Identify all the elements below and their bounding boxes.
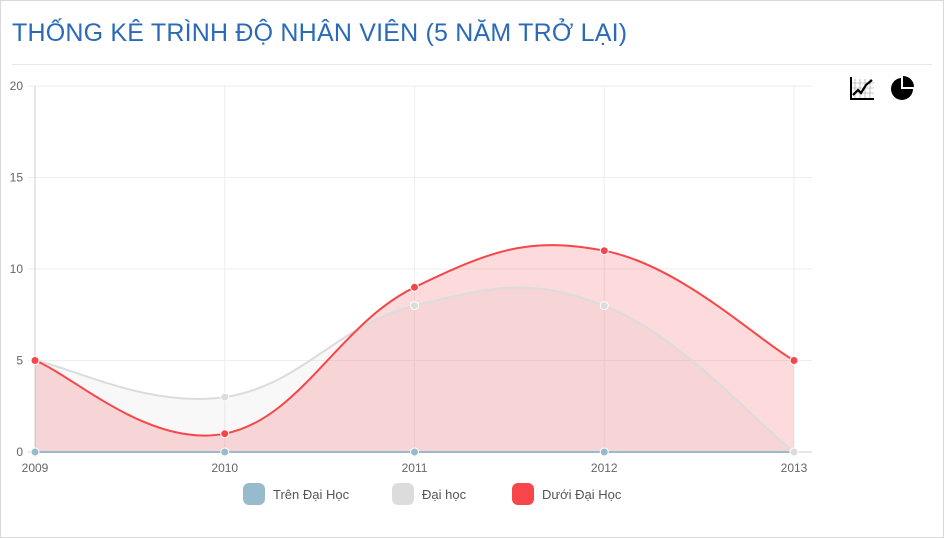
legend-swatch — [512, 483, 534, 505]
series-area — [35, 287, 794, 452]
legend-label: Dưới Đại Học — [542, 486, 622, 502]
data-point[interactable] — [599, 246, 609, 256]
data-point[interactable] — [410, 447, 419, 457]
data-point[interactable] — [599, 447, 609, 457]
legend-label: Trên Đại Học — [273, 486, 350, 502]
data-point[interactable] — [220, 429, 230, 439]
x-tick-label: 2009 — [22, 461, 49, 475]
y-tick-label: 0 — [16, 445, 23, 459]
data-point[interactable] — [789, 356, 799, 365]
title-divider — [12, 64, 932, 65]
legend-item[interactable]: Dưới Đại Học — [512, 482, 621, 506]
page-title: THỐNG KÊ TRÌNH ĐỘ NHÂN VIÊN (5 NĂM TRỞ L… — [12, 19, 628, 47]
data-point[interactable] — [789, 447, 799, 457]
x-tick-label: 2011 — [402, 461, 428, 475]
x-tick-label: 2012 — [591, 461, 618, 475]
legend-swatch — [243, 483, 265, 505]
data-point[interactable] — [410, 282, 419, 292]
pie-chart-button[interactable] — [887, 73, 917, 103]
series-area — [35, 245, 794, 452]
pie-chart-icon — [891, 76, 914, 100]
legend-item[interactable]: Trên Đại Học — [243, 482, 349, 506]
y-tick-label: 15 — [10, 171, 24, 185]
x-tick-label: 2010 — [211, 461, 238, 475]
data-point[interactable] — [410, 301, 419, 311]
data-point[interactable] — [30, 447, 40, 457]
line-chart-icon — [850, 76, 874, 100]
data-point[interactable] — [599, 301, 609, 311]
chart-legend: Trên Đại Học Đại học Dưới Đại Học — [0, 482, 944, 508]
chart-points — [30, 246, 799, 457]
x-tick-label: 2013 — [781, 461, 808, 475]
y-tick-label: 10 — [10, 262, 24, 276]
data-point[interactable] — [220, 392, 230, 402]
line-chart-button[interactable] — [847, 73, 877, 103]
y-axis-ticks: 0 5 10 15 20 — [10, 79, 24, 459]
legend-swatch — [392, 483, 414, 505]
data-point[interactable] — [220, 447, 230, 457]
y-tick-label: 20 — [10, 79, 24, 93]
chart-areas — [35, 245, 794, 452]
x-axis-ticks: 2009 2010 2011 2012 2013 — [22, 461, 808, 475]
chart-type-toolbar — [847, 73, 917, 105]
legend-label: Đại học — [422, 486, 467, 502]
legend-item[interactable]: Đại học — [392, 482, 466, 506]
area-chart: 0 5 10 15 20 2009 2010 2011 2012 2013 — [10, 79, 812, 475]
y-tick-label: 5 — [16, 354, 23, 368]
data-point[interactable] — [30, 356, 40, 365]
